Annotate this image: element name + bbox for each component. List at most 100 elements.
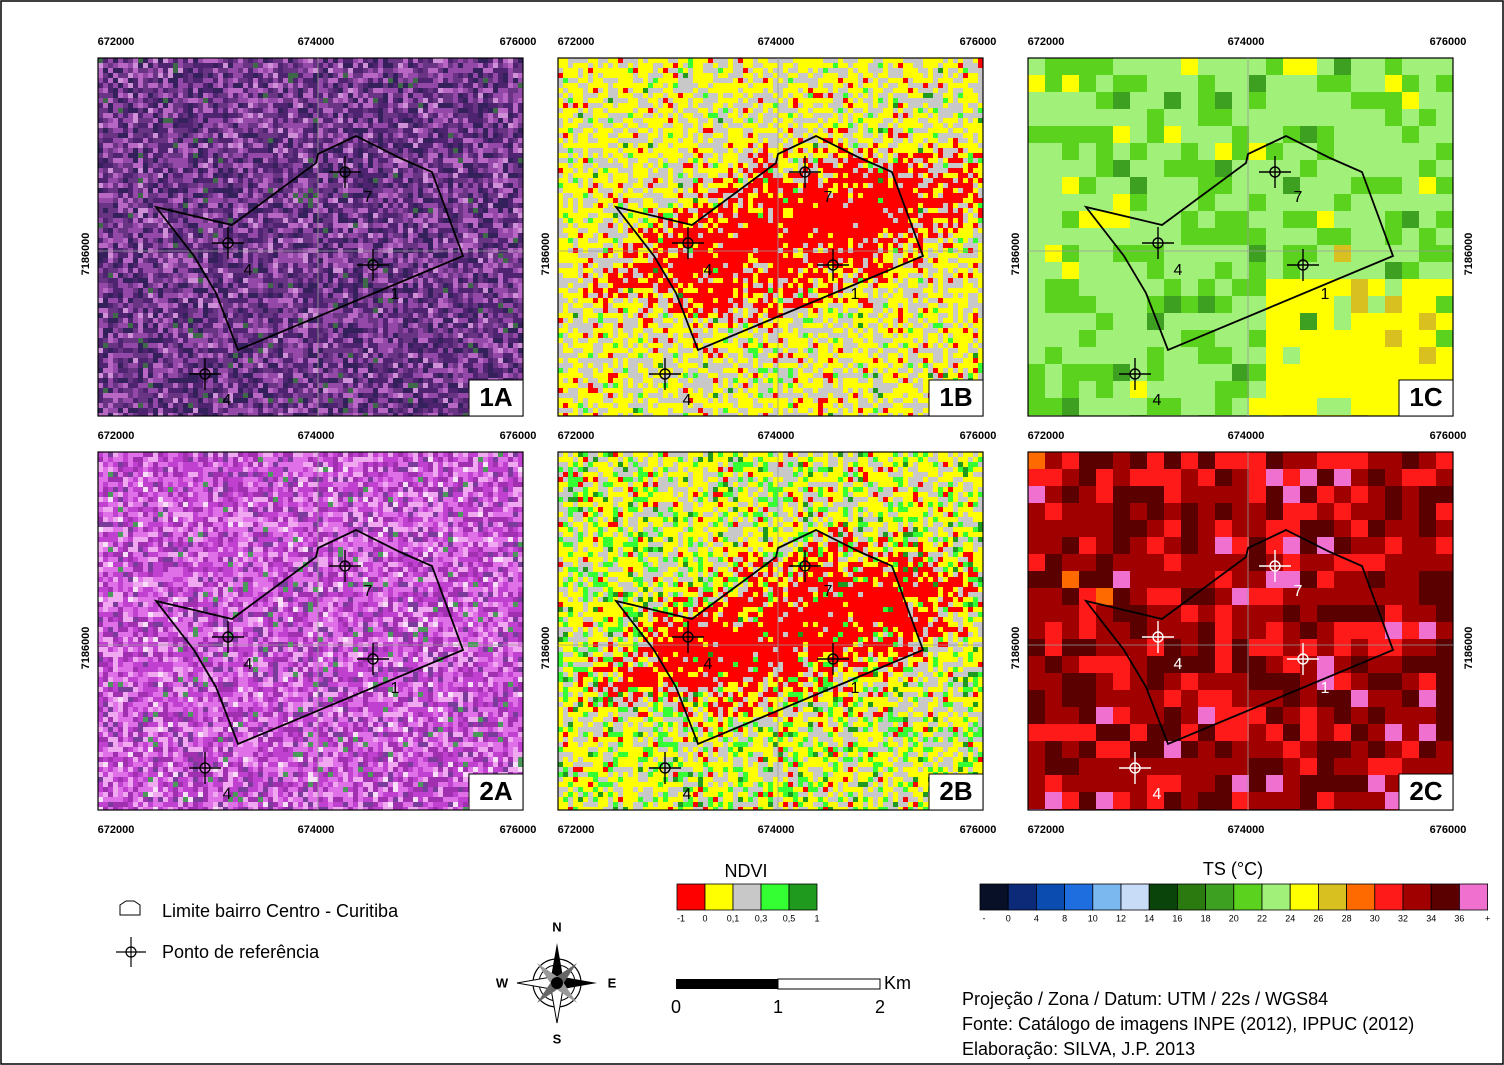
- pixel: [148, 283, 153, 288]
- pixel: [188, 323, 193, 328]
- pixel: [193, 113, 198, 118]
- pixel: [153, 323, 158, 328]
- pixel: [413, 333, 418, 338]
- pixel: [513, 118, 518, 123]
- pixel: [128, 248, 133, 253]
- pixel: [308, 73, 313, 78]
- pixel: [218, 118, 223, 123]
- pixel: [183, 83, 188, 88]
- pixel: [383, 153, 388, 158]
- pixel: [498, 198, 503, 203]
- pixel: [108, 58, 113, 63]
- pixel: [223, 173, 228, 178]
- pixel: [518, 98, 523, 103]
- pixel: [143, 303, 148, 308]
- pixel: [143, 263, 148, 268]
- pixel: [338, 348, 343, 353]
- pixel: [338, 243, 343, 248]
- pixel: [353, 208, 358, 213]
- pixel: [408, 338, 413, 343]
- pixel: [463, 223, 468, 228]
- pixel: [253, 308, 258, 313]
- pixel: [98, 153, 103, 158]
- pixel: [358, 68, 363, 73]
- pixel: [278, 208, 283, 213]
- pixel: [298, 288, 303, 293]
- pixel: [228, 98, 233, 103]
- pixel: [453, 158, 458, 163]
- pixel: [353, 163, 358, 168]
- pixel: [123, 338, 128, 343]
- pixel: [228, 73, 233, 78]
- pixel: [368, 228, 373, 233]
- pixel: [238, 73, 243, 78]
- pixel: [203, 228, 208, 233]
- pixel: [283, 278, 288, 283]
- pixel: [243, 158, 248, 163]
- pixel: [513, 158, 518, 163]
- pixel: [368, 343, 373, 348]
- pixel: [213, 338, 218, 343]
- pixel: [248, 118, 253, 123]
- pixel: [348, 148, 353, 153]
- pixel: [153, 238, 158, 243]
- pixel: [168, 103, 173, 108]
- pixel: [293, 308, 298, 313]
- pixel: [193, 323, 198, 328]
- pixel: [363, 253, 368, 258]
- pixel: [368, 158, 373, 163]
- pixel: [378, 183, 383, 188]
- pixel: [458, 173, 463, 178]
- pixel: [288, 163, 293, 168]
- pixel: [328, 283, 333, 288]
- pixel: [353, 223, 358, 228]
- pixel: [138, 168, 143, 173]
- pixel: [188, 228, 193, 233]
- pixel: [183, 323, 188, 328]
- pixel: [443, 333, 448, 338]
- pixel: [368, 243, 373, 248]
- pixel: [333, 328, 338, 333]
- pixel: [118, 303, 123, 308]
- pixel: [443, 58, 448, 63]
- pixel: [438, 298, 443, 303]
- pixel: [158, 58, 163, 63]
- pixel: [498, 133, 503, 138]
- pixel: [153, 298, 158, 303]
- pixel: [228, 343, 233, 348]
- pixel: [498, 118, 503, 123]
- pixel: [468, 68, 473, 73]
- pixel: [428, 308, 433, 313]
- pixel: [238, 58, 243, 63]
- pixel: [123, 213, 128, 218]
- pixel: [123, 258, 128, 263]
- pixel: [358, 208, 363, 213]
- pixel: [328, 128, 333, 133]
- pixel: [498, 108, 503, 113]
- pixel: [298, 58, 303, 63]
- pixel: [493, 158, 498, 163]
- pixel: [158, 318, 163, 323]
- pixel: [268, 153, 273, 158]
- pixel: [328, 133, 333, 138]
- pixel: [153, 83, 158, 88]
- pixel: [353, 113, 358, 118]
- pixel: [148, 223, 153, 228]
- pixel: [103, 188, 108, 193]
- pixel: [98, 298, 103, 303]
- pixel: [303, 258, 308, 263]
- pixel: [288, 338, 293, 343]
- pixel: [513, 83, 518, 88]
- pixel: [163, 333, 168, 338]
- pixel: [313, 113, 318, 118]
- pixel: [438, 153, 443, 158]
- pixel: [153, 98, 158, 103]
- pixel: [343, 103, 348, 108]
- pixel: [318, 333, 323, 338]
- pixel: [513, 93, 518, 98]
- pixel: [163, 278, 168, 283]
- pixel: [368, 113, 373, 118]
- pixel: [388, 123, 393, 128]
- pixel: [478, 253, 483, 258]
- pixel: [368, 278, 373, 283]
